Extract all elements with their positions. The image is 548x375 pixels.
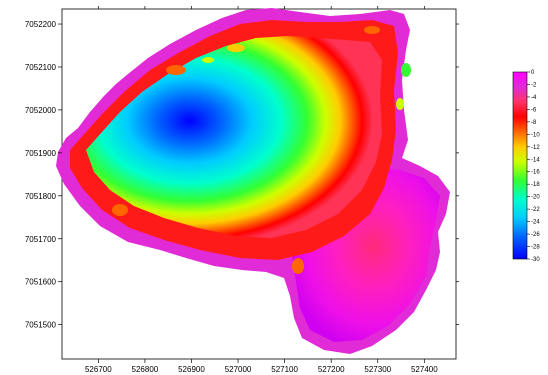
y-tick-label: 7052100 (25, 63, 57, 72)
colorbar-label: -16 (531, 170, 540, 176)
x-tick-label: 527400 (411, 365, 438, 374)
colorbar-label: -28 (531, 245, 540, 251)
y-tick-label: 7051600 (25, 278, 57, 287)
colorbar-label: -18 (531, 182, 540, 188)
colorbar-label: -14 (531, 157, 540, 163)
y-axis-labels: 7052200 7052100 7052000 7051900 7051800 70517… (25, 20, 57, 330)
x-tick-label: 526700 (85, 365, 112, 374)
colorbar-label: -6 (531, 107, 537, 113)
colorbar-label: -10 (531, 132, 540, 138)
x-axis-labels: 526700 526800 526900 527000 527100 527200 5273… (85, 365, 438, 374)
y-tick-label: 7051800 (25, 192, 57, 201)
x-tick-label: 527200 (318, 365, 345, 374)
colorbar-label: -20 (531, 195, 540, 201)
north-basin (86, 36, 382, 238)
y-tick-label: 7051500 (25, 321, 57, 330)
colorbar-label: -8 (531, 120, 537, 126)
colorbar-label: -30 (531, 257, 540, 263)
colorbar-label: -4 (531, 95, 537, 101)
colorbar-labels: 0 -2 -4 -6 -8 -10 -12 -14 -16 -18 -20 -22 -24 -26 -28 -… (527, 70, 540, 263)
x-tick-label: 526800 (132, 365, 159, 374)
colorbar-label: -22 (531, 207, 540, 213)
x-tick-label: 527300 (364, 365, 391, 374)
colorbar (512, 71, 528, 260)
colorbar-label: -26 (531, 232, 540, 238)
y-tick-label: 7052200 (25, 20, 57, 29)
colorbar-label: -24 (531, 220, 540, 226)
axis-ticks (58, 6, 459, 363)
y-tick-label: 7051700 (25, 235, 57, 244)
colorbar-label: -2 (531, 82, 537, 88)
rim-patches (112, 26, 411, 274)
y-tick-label: 7051900 (25, 149, 57, 158)
colorbar-label: -12 (531, 145, 540, 151)
x-tick-label: 527000 (225, 365, 252, 374)
x-tick-label: 527100 (271, 365, 298, 374)
colorbar-label: 0 (531, 70, 535, 76)
x-tick-label: 526900 (178, 365, 205, 374)
y-tick-label: 7052000 (25, 106, 57, 115)
